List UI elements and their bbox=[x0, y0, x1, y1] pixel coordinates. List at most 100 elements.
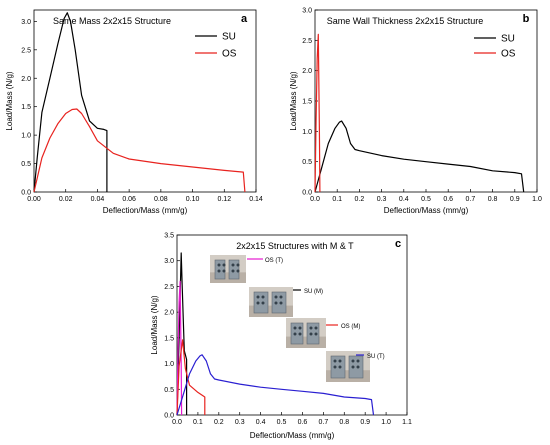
panel-b-x-tick-label: 0.6 bbox=[443, 196, 453, 203]
panel-c-y-tick-label: 2.5 bbox=[164, 284, 174, 291]
panel-c-photo-su-m--hole bbox=[261, 301, 265, 305]
panel-c-photo-os-t--floor bbox=[210, 272, 246, 283]
panel-c-title: 2x2x15 Structures with M & T bbox=[236, 241, 354, 251]
panel-b-x-tick-label: 0.8 bbox=[488, 196, 498, 203]
panel-b-legend-label: SU bbox=[501, 34, 515, 45]
panel-a-y-axis-label: Load/Mass (N/g) bbox=[5, 71, 14, 130]
panel-c-photo-os-t--hole bbox=[236, 269, 240, 273]
panel-b-x-tick-label: 0.7 bbox=[466, 196, 476, 203]
panel-b-x-tick-label: 0.2 bbox=[355, 196, 365, 203]
panel-c-x-tick-label: 0.8 bbox=[339, 419, 349, 426]
panel-c-photo-su-m--hole bbox=[279, 295, 283, 299]
panel-c-photo-os-t- bbox=[210, 255, 246, 283]
panel-a-y-tick-label: 1.5 bbox=[21, 104, 31, 111]
panel-c-photo-os-m--hole bbox=[309, 326, 313, 330]
panel-a-x-tick-label: 0.00 bbox=[27, 196, 41, 203]
panel-c-y-tick-label: 0.0 bbox=[164, 413, 174, 420]
panel-c-panel-letter: c bbox=[395, 238, 401, 250]
panel-c-callout-label-su-m-: SU (M) bbox=[304, 289, 323, 295]
panel-c-photo-su-t--hole bbox=[333, 359, 337, 363]
panel-a-y-tick-label: 1.0 bbox=[21, 133, 31, 140]
panel-c-callout-label-os-m-: OS (M) bbox=[341, 324, 360, 330]
panel-b-y-tick-label: 2.5 bbox=[302, 38, 312, 45]
panel-c-photo-os-t--hole bbox=[217, 269, 221, 273]
panel-c-series-su-m- bbox=[176, 252, 188, 416]
panel-b-y-axis-label: Load/Mass (N/g) bbox=[289, 71, 298, 130]
panel-a-series-su bbox=[33, 12, 108, 193]
panel-a-y-tick-label: 2.0 bbox=[21, 76, 31, 83]
panel-c-x-tick-label: 0.4 bbox=[256, 419, 266, 426]
panel-c-photo-su-m--hole bbox=[256, 295, 260, 299]
panel-c-photo-os-t--hole bbox=[222, 269, 226, 273]
panel-c-photo-su-m- bbox=[249, 287, 293, 317]
panel-a-series-os bbox=[33, 108, 246, 193]
panel-c-photo-os-t--block bbox=[214, 259, 226, 280]
panel-b-x-tick-label: 0.1 bbox=[332, 196, 342, 203]
panel-b-x-tick-label: 0.5 bbox=[421, 196, 431, 203]
panel-c-series-su-t- bbox=[176, 354, 375, 416]
panel-c-x-tick-label: 0.1 bbox=[193, 419, 203, 426]
panel-c-y-tick-label: 2.0 bbox=[164, 310, 174, 317]
panel-c-x-tick-label: 0.7 bbox=[318, 419, 328, 426]
panel-a-x-tick-label: 0.02 bbox=[59, 196, 73, 203]
panel-b-legend-label: OS bbox=[501, 49, 516, 60]
panel-b-y-tick-label: 1.5 bbox=[302, 99, 312, 106]
panel-a-x-tick-label: 0.08 bbox=[154, 196, 168, 203]
panel-c-photo-su-t--hole bbox=[356, 359, 360, 363]
panel-c-photo-su-t--hole bbox=[351, 365, 355, 369]
panel-b-x-tick-label: 0.0 bbox=[310, 196, 320, 203]
panel-c-photo-su-t--block bbox=[330, 355, 346, 379]
panel-a-x-axis-label: Deflection/Mass (mm/g) bbox=[103, 206, 188, 215]
panel-c-photo-os-m--hole bbox=[298, 326, 302, 330]
panel-c-y-tick-label: 1.0 bbox=[164, 361, 174, 368]
panel-c-photo-os-m--hole bbox=[293, 326, 297, 330]
panel-b-x-axis-label: Deflection/Mass (mm/g) bbox=[384, 206, 469, 215]
panel-a-y-tick-label: 0.5 bbox=[21, 161, 31, 168]
panel-c-photo-su-m--hole bbox=[261, 295, 265, 299]
panel-c-photo-su-t--hole bbox=[333, 365, 337, 369]
panel-c-callout-label-os-t-: OS (T) bbox=[265, 258, 283, 264]
panel-a-x-tick-label: 0.12 bbox=[217, 196, 231, 203]
panel-c-photo-os-t--hole bbox=[231, 263, 235, 267]
panel-c-photo-su-m--block bbox=[271, 291, 287, 314]
panel-c-photo-su-t--hole bbox=[351, 359, 355, 363]
panel-c-x-tick-label: 0.0 bbox=[172, 419, 182, 426]
panel-b-x-tick-label: 0.3 bbox=[377, 196, 387, 203]
panel-c-x-tick-label: 0.2 bbox=[214, 419, 224, 426]
panel-a-y-tick-label: 0.0 bbox=[21, 190, 31, 197]
panel-b-x-tick-label: 1.0 bbox=[532, 196, 542, 203]
panel-c-photo-os-t--hole bbox=[236, 263, 240, 267]
panel-c-photo-su-t--hole bbox=[338, 365, 342, 369]
panel-c-y-tick-label: 0.5 bbox=[164, 387, 174, 394]
panel-c-photo-os-m--floor bbox=[286, 336, 326, 348]
panel-c-photo-os-m--hole bbox=[309, 332, 313, 336]
panel-c-photo-su-m--hole bbox=[279, 301, 283, 305]
panel-c-x-tick-label: 1.1 bbox=[402, 419, 412, 426]
panel-c-photo-os-t--hole bbox=[222, 263, 226, 267]
panel-c-photo-os-m- bbox=[286, 318, 326, 348]
panel-a-x-tick-label: 0.14 bbox=[249, 196, 263, 203]
panel-c-photo-su-t- bbox=[326, 351, 370, 382]
panel-b-series-su bbox=[314, 120, 525, 193]
panel-b-y-tick-label: 2.0 bbox=[302, 68, 312, 75]
panel-a-y-tick-label: 3.0 bbox=[21, 19, 31, 26]
panel-c-photo-os-m--hole bbox=[298, 332, 302, 336]
panel-b-x-tick-label: 0.4 bbox=[399, 196, 409, 203]
panel-c-photo-os-t--hole bbox=[217, 263, 221, 267]
panel-a-legend-label: OS bbox=[222, 49, 237, 60]
panel-c-photo-os-t--block bbox=[228, 259, 240, 280]
panel-b-y-tick-label: 3.0 bbox=[302, 8, 312, 15]
panel-c-photo-os-m--hole bbox=[314, 326, 318, 330]
panel-b-series-os bbox=[314, 33, 321, 193]
panel-b-panel-letter: b bbox=[523, 13, 530, 25]
panel-a-panel-letter: a bbox=[241, 13, 248, 25]
panel-c-x-tick-label: 1.0 bbox=[381, 419, 391, 426]
panel-c-photo-os-m--hole bbox=[293, 332, 297, 336]
panel-c-x-tick-label: 0.6 bbox=[298, 419, 308, 426]
panel-c-photo-os-m--hole bbox=[314, 332, 318, 336]
panel-b-title: Same Wall Thickness 2x2x15 Structure bbox=[327, 16, 484, 26]
panel-c-series-os-m- bbox=[176, 339, 206, 416]
panel-c-photo-os-t--hole bbox=[231, 269, 235, 273]
panel-c-y-tick-label: 3.0 bbox=[164, 258, 174, 265]
panel-c-photo-su-m--floor bbox=[249, 305, 293, 317]
